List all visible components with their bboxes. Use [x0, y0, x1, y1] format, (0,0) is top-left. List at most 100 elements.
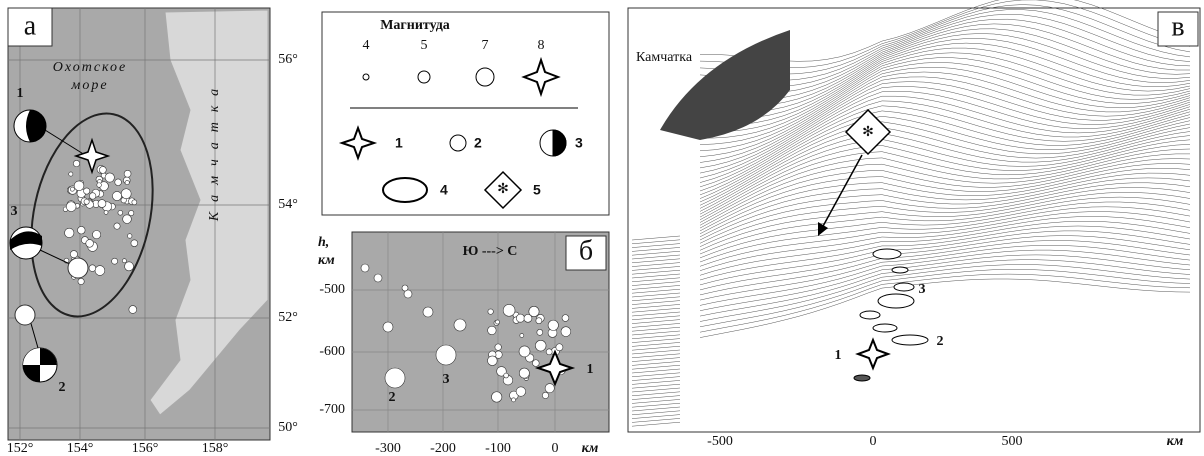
- decoration: [78, 278, 84, 284]
- decoration: [89, 265, 96, 272]
- panel-a: а Охотское море Камчатка 1 3 2 56° 54° 5…: [7, 8, 298, 456]
- decoration: [520, 334, 524, 338]
- decoration: [78, 226, 86, 234]
- decoration: [66, 202, 76, 212]
- decoration: [519, 368, 529, 378]
- event-label: 1: [587, 362, 594, 377]
- magnitude-label: 8: [538, 38, 545, 53]
- decoration: [124, 170, 131, 177]
- asterisk-icon: ✻: [497, 182, 509, 197]
- decoration: [125, 180, 129, 184]
- panel-label: в: [1171, 11, 1184, 42]
- decoration: [112, 191, 121, 200]
- decoration: [65, 228, 74, 237]
- event-label: 3: [919, 282, 926, 297]
- figure: а Охотское море Камчатка 1 3 2 56° 54° 5…: [0, 0, 1204, 456]
- decoration: [84, 188, 90, 194]
- legend-item: 1: [395, 135, 403, 151]
- decoration: [89, 193, 96, 200]
- mechanism-label: 2: [59, 380, 66, 395]
- decoration: [503, 304, 515, 316]
- legend-item: 2: [474, 135, 482, 151]
- decoration: [132, 200, 137, 205]
- decoration: [454, 319, 466, 331]
- decoration: [98, 200, 106, 208]
- page: а Охотское море Камчатка 1 3 2 56° 54° 5…: [0, 0, 1204, 456]
- legend: Магнитуда 4 5 7 8 ✻ 1 2 3 4 5: [322, 12, 609, 215]
- legend-item: 3: [575, 135, 583, 151]
- event-label: 2: [937, 334, 944, 349]
- land-name: Камчатка: [207, 79, 222, 222]
- decoration: [556, 344, 563, 351]
- x-tick-label: -200: [430, 441, 456, 456]
- legend-item: 4: [440, 182, 448, 198]
- lat-label: 54°: [278, 197, 298, 212]
- decoration: [131, 240, 138, 247]
- decoration: [74, 181, 84, 191]
- x-tick-label: -500: [707, 434, 733, 449]
- x-unit: км: [582, 441, 599, 456]
- decoration: [561, 327, 571, 337]
- x-tick-label: 0: [870, 434, 877, 449]
- legend-title: Магнитуда: [380, 18, 450, 33]
- decoration: [504, 373, 509, 378]
- panel-label: а: [24, 10, 37, 41]
- decoration: [84, 199, 89, 204]
- decoration: [423, 307, 433, 317]
- y-unit: км: [318, 253, 335, 268]
- decoration: [122, 259, 126, 263]
- decoration: [545, 384, 554, 393]
- lon-label: 158°: [202, 441, 229, 456]
- decoration: [402, 285, 408, 291]
- decoration: [436, 345, 456, 365]
- decoration: [70, 251, 77, 258]
- decoration: [532, 360, 539, 367]
- sea-name: море: [70, 78, 108, 93]
- decoration: [385, 368, 405, 388]
- decoration: [546, 349, 552, 355]
- decoration: [86, 240, 94, 248]
- legend-item: 5: [533, 182, 541, 198]
- y-tick-label: -500: [319, 282, 345, 297]
- decoration: [70, 187, 74, 191]
- decoration: [536, 318, 542, 324]
- sea-name: Охотское: [53, 60, 128, 75]
- mechanism-label: 3: [11, 204, 18, 219]
- x-unit: км: [1167, 434, 1184, 449]
- decoration: [488, 326, 497, 335]
- decoration: [104, 210, 108, 214]
- decoration: [99, 166, 106, 173]
- lon-label: 156°: [132, 441, 159, 456]
- magnitude-label: 5: [421, 38, 428, 53]
- event-label: 3: [443, 372, 450, 387]
- lat-label: 56°: [278, 52, 298, 67]
- decoration: [112, 258, 118, 264]
- magnitude-label: 7: [482, 38, 489, 53]
- asterisk-icon: ✻: [862, 125, 874, 140]
- decoration: [548, 320, 558, 330]
- decoration: [383, 322, 393, 332]
- decoration: [537, 329, 543, 335]
- decoration: [495, 344, 501, 350]
- decoration: [114, 223, 120, 229]
- magnitude-label: 4: [363, 38, 370, 53]
- decoration: [123, 215, 132, 224]
- y-tick-label: -700: [319, 402, 345, 417]
- direction: Ю ---> С: [463, 244, 518, 259]
- decoration: [73, 160, 79, 166]
- decoration: [374, 274, 382, 282]
- decoration: [512, 398, 516, 402]
- x-tick-label: -300: [375, 441, 401, 456]
- decoration: [92, 230, 100, 238]
- decoration: [535, 340, 546, 351]
- decoration: [495, 320, 499, 324]
- x-tick-label: -100: [485, 441, 511, 456]
- panel-c: Камчатка в ✻ 1 2 3 -500 0 500 км: [628, 0, 1200, 449]
- event-label: 2: [389, 390, 396, 405]
- x-tick-label: 0: [552, 441, 559, 456]
- decoration: [516, 314, 524, 322]
- lat-label: 50°: [278, 420, 298, 435]
- decoration: [129, 210, 134, 215]
- panel-label: б: [579, 235, 593, 266]
- decoration: [118, 210, 123, 215]
